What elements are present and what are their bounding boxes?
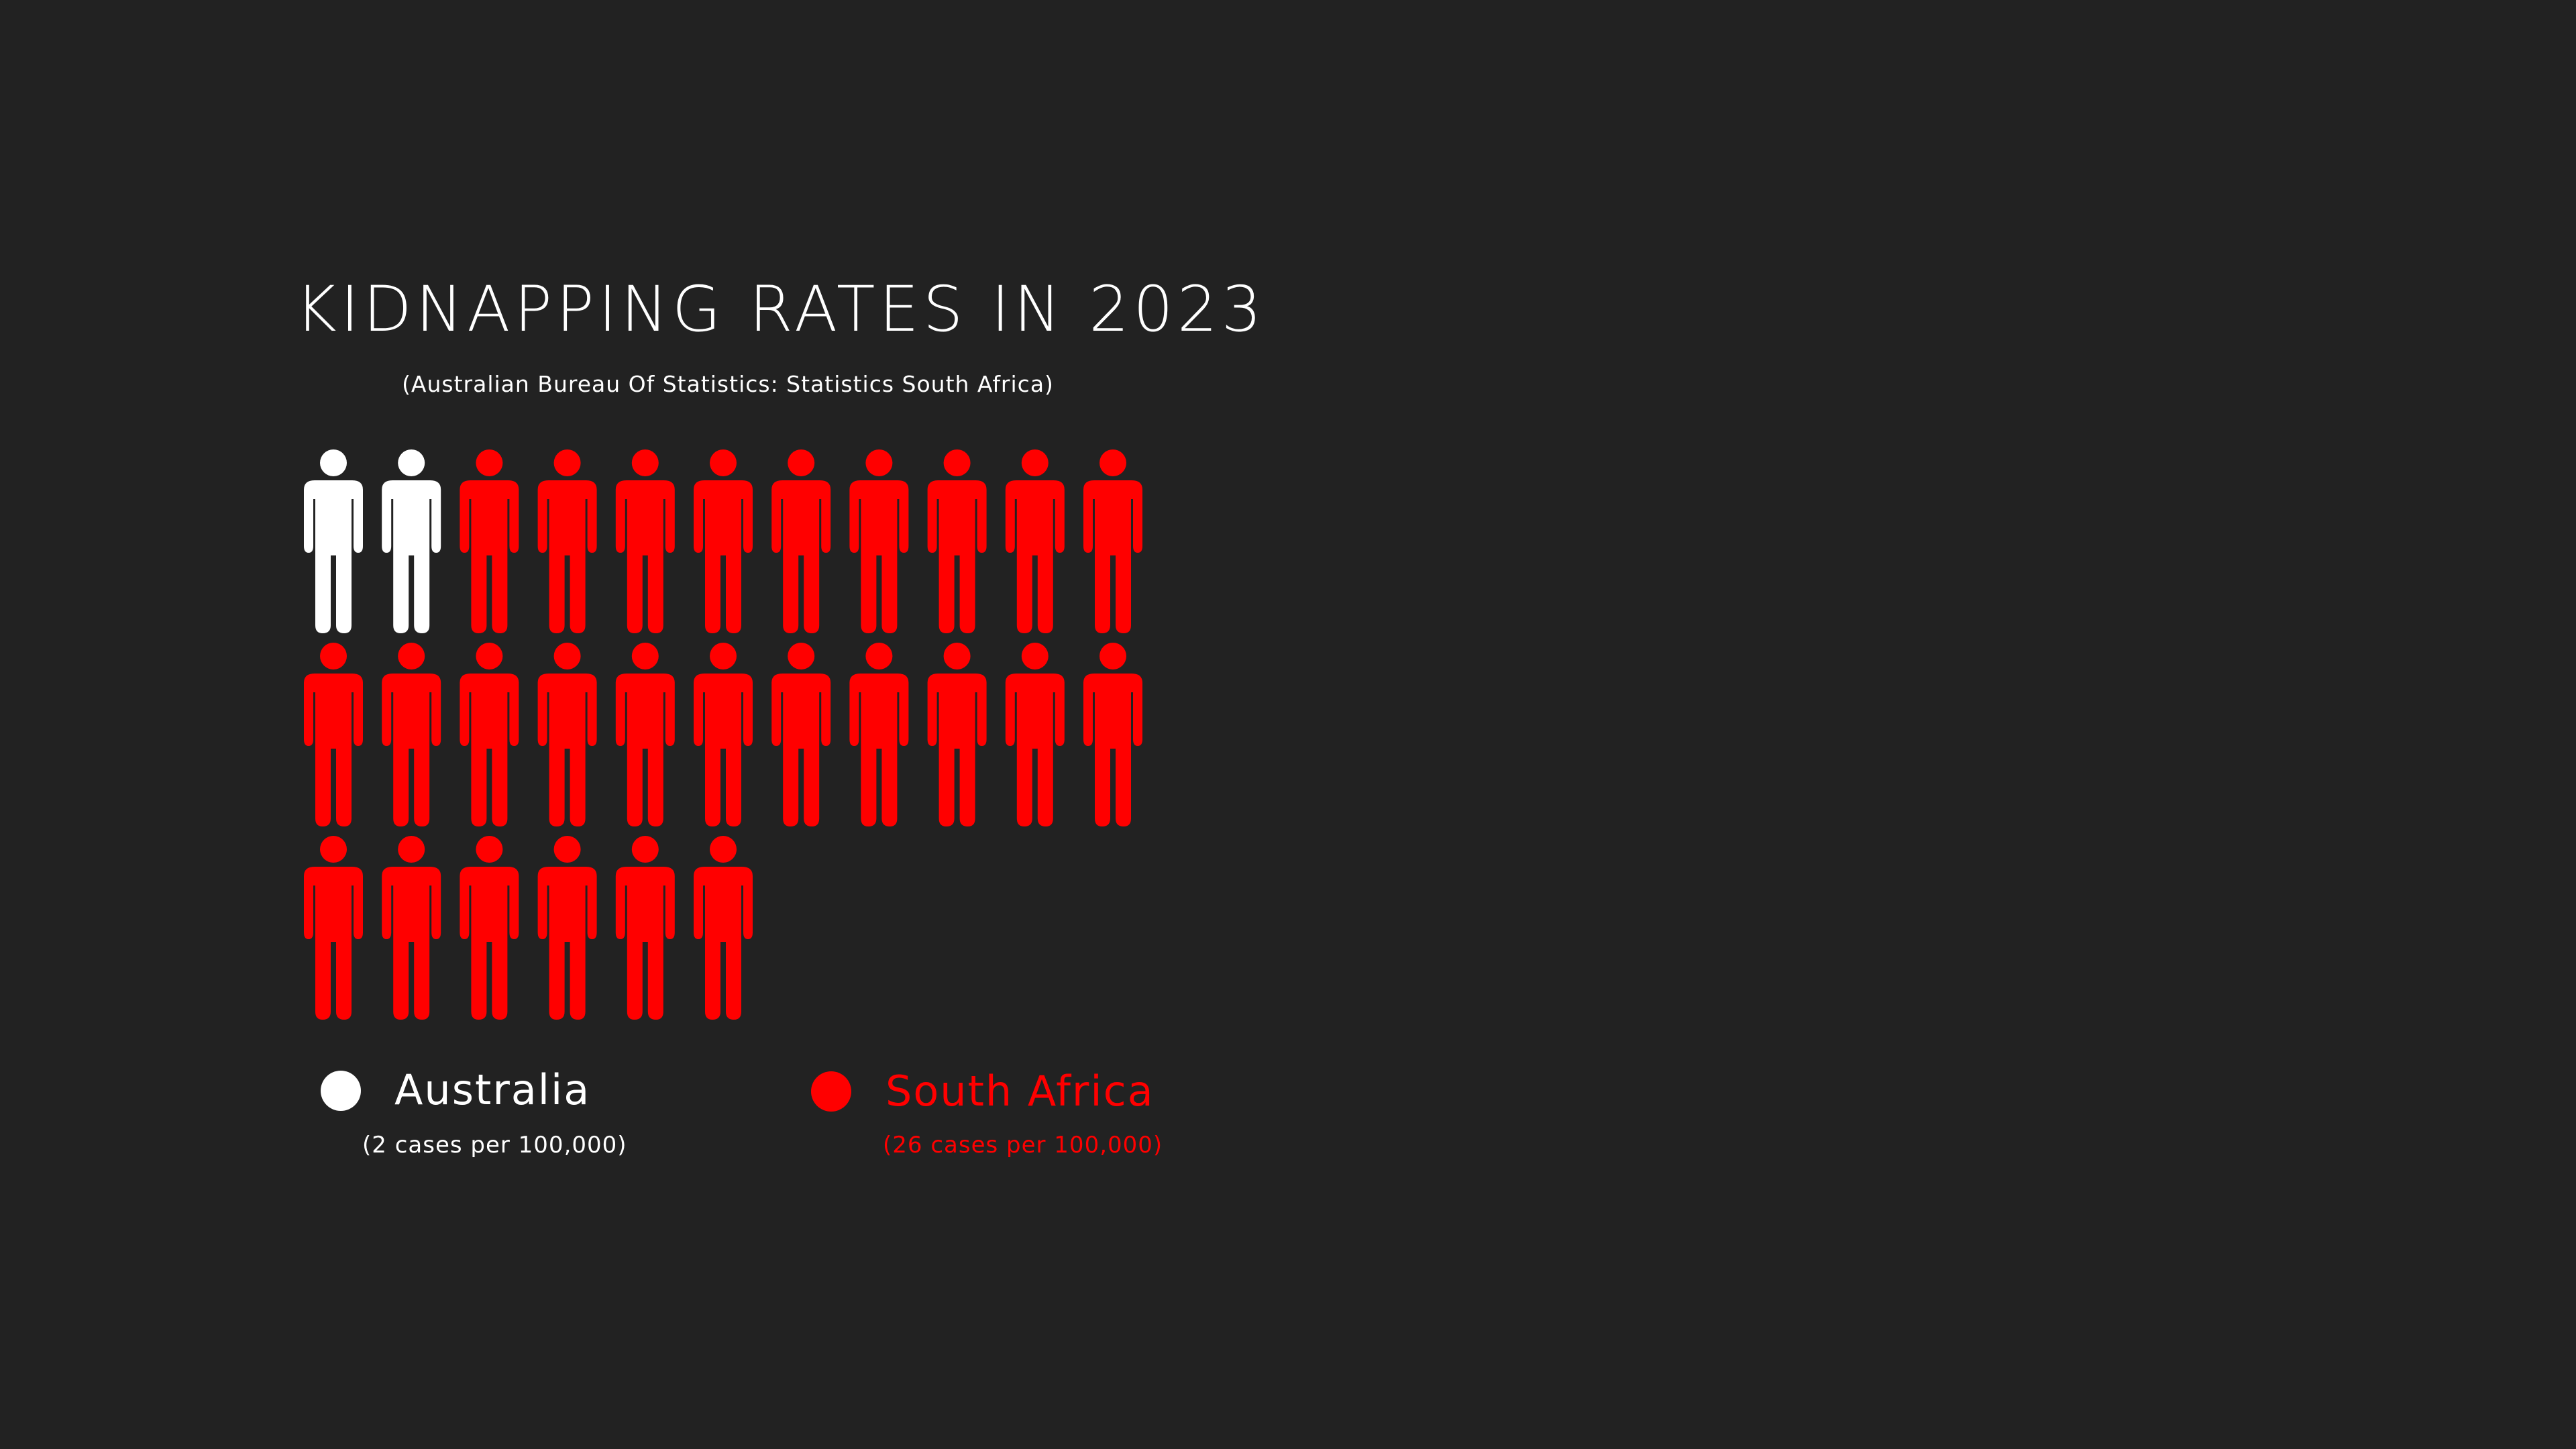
person-icon-south-africa-15 [694,643,753,826]
legend-label-australia: Australia [394,1065,591,1114]
person-icon-south-africa-23 [460,836,519,1020]
person-icon-south-africa-18 [927,643,987,826]
legend-label-south-africa: South Africa [885,1067,1155,1116]
person-icon-south-africa-13 [537,643,597,826]
person-icon-australia-2 [382,449,441,633]
person-icon-south-africa-26 [694,836,753,1020]
legend-dot-south-africa [811,1071,851,1112]
person-icon-south-africa-17 [849,643,909,826]
person-icon-south-africa-8 [1005,449,1065,633]
chart-subtitle: (Australian Bureau Of Statistics: Statis… [402,371,1054,397]
person-icon-south-africa-1 [460,449,519,633]
person-icon-south-africa-14 [615,643,675,826]
person-icon-south-africa-9 [1083,449,1142,633]
person-icon-south-africa-4 [694,449,753,633]
legend-dot-australia [321,1071,361,1111]
person-icon-south-africa-3 [615,449,675,633]
legend-note-south-africa: (26 cases per 100,000) [883,1132,1163,1159]
person-icon-south-africa-24 [537,836,597,1020]
person-icon-south-africa-2 [537,449,597,633]
person-icon-south-africa-7 [927,449,987,633]
person-icon-south-africa-12 [460,643,519,826]
person-icon-australia-1 [304,449,363,633]
legend-note-australia: (2 cases per 100,000) [362,1132,627,1159]
person-icon-south-africa-6 [849,449,909,633]
person-icon-south-africa-19 [1005,643,1065,826]
person-icon-south-africa-22 [382,836,441,1020]
person-icon-south-africa-10 [304,643,363,826]
person-icon-south-africa-20 [1083,643,1142,826]
person-icon-south-africa-25 [615,836,675,1020]
person-icon-south-africa-16 [771,643,831,826]
person-icon-south-africa-21 [304,836,363,1020]
person-icon-south-africa-5 [771,449,831,633]
person-icon-south-africa-11 [382,643,441,826]
chart-title: KIDNAPPING RATES IN 2023 [295,273,1266,346]
